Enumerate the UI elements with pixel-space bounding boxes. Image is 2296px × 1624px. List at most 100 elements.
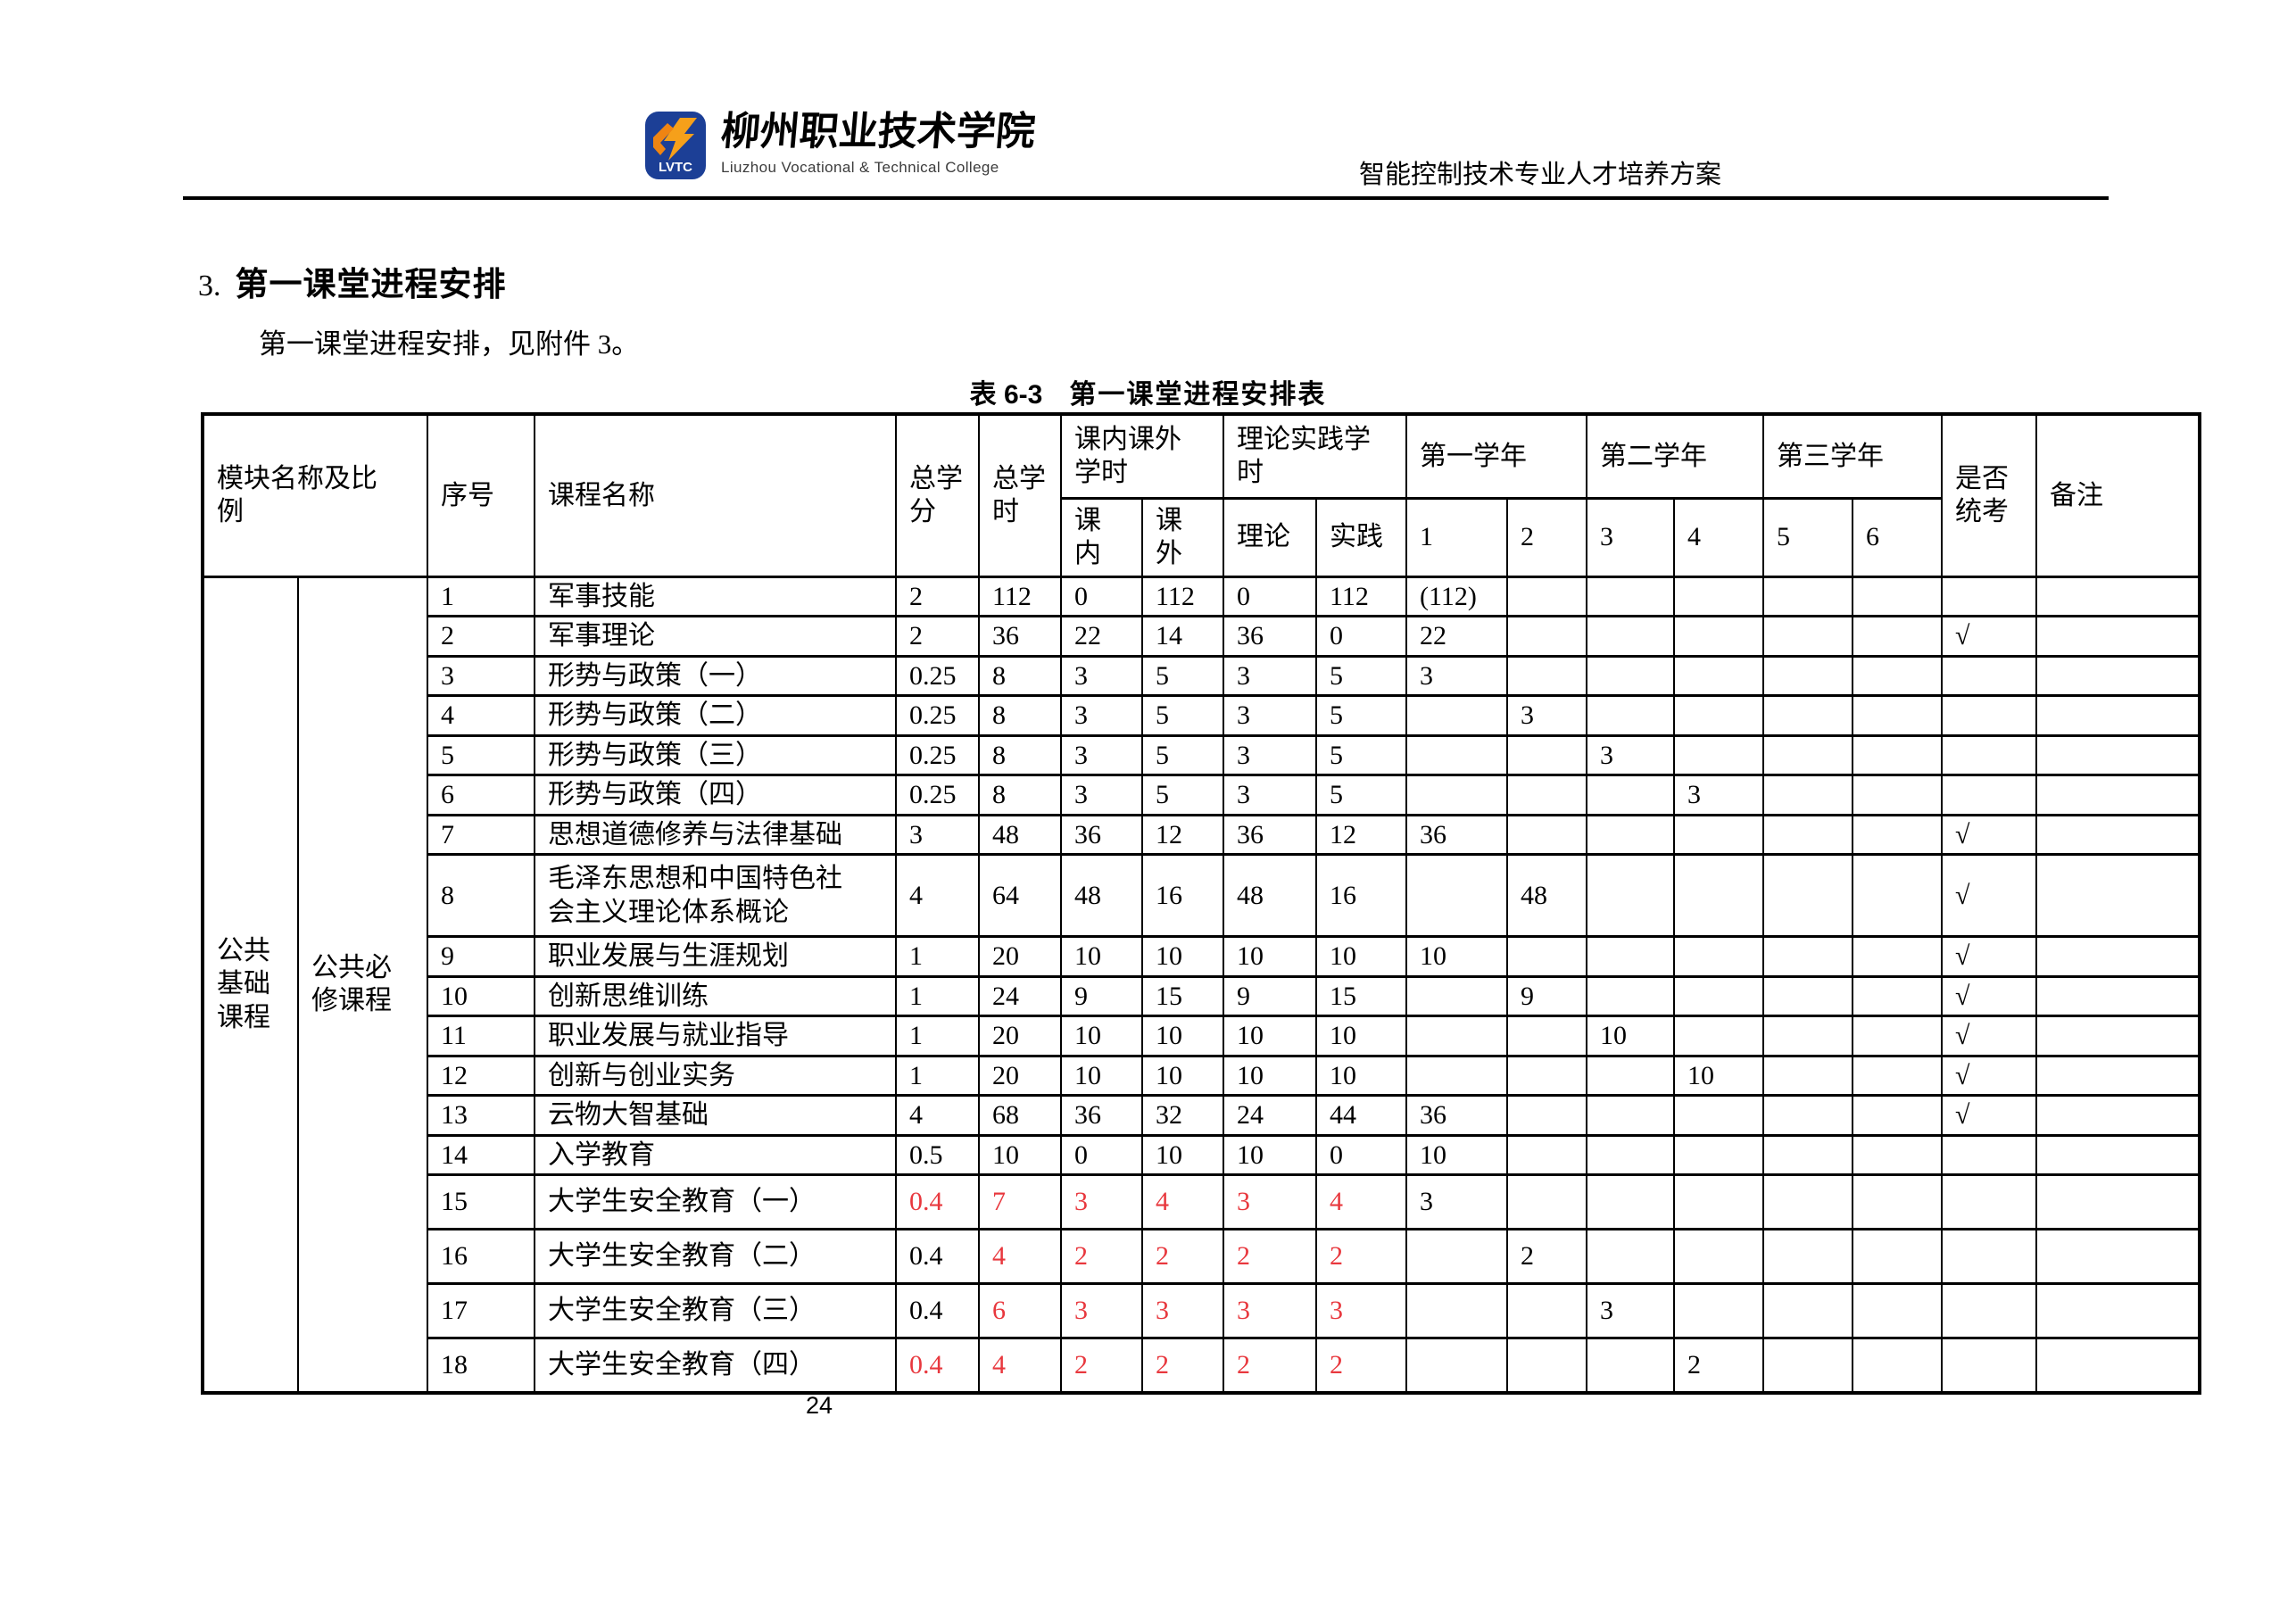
header-row-2: 课内 课外 理论 实践 1 2 3 4 5 6 (203, 496, 2200, 578)
cell-s1: 3 (1405, 654, 1508, 697)
cell-remark (2035, 654, 2201, 697)
table-row: 16 大学生安全教育（二） 0.4 4 2 2 2 2 2 (203, 1228, 2201, 1285)
cell-no: 13 (427, 1094, 535, 1137)
cell-exam: √ (1941, 1015, 2037, 1057)
cell-s4 (1673, 974, 1764, 1017)
cell-theory: 2 (1223, 1228, 1317, 1285)
cell-s1 (1405, 1054, 1508, 1097)
cell-remark (2035, 774, 2201, 816)
cell-s4 (1673, 1228, 1764, 1285)
cell-name: 大学生安全教育（三） (534, 1282, 897, 1339)
cell-no: 15 (427, 1173, 535, 1230)
cell-hours: 6 (978, 1282, 1062, 1339)
cell-s3: 3 (1586, 1282, 1675, 1339)
cell-exam (1941, 733, 2037, 776)
col-header-exam-label: 是否统考 (1955, 463, 2009, 527)
cell-exam (1941, 654, 2037, 697)
cell-in-class: 2 (1060, 1228, 1143, 1285)
table-row: 3 形势与政策（一） 0.25 8 3 5 3 5 3 (203, 654, 2201, 697)
cell-theory: 3 (1223, 654, 1317, 697)
cell-s3 (1586, 1094, 1675, 1137)
cell-s4 (1673, 1173, 1764, 1230)
section-number: 3. (198, 269, 221, 302)
table-caption-label: 表 6-3 (969, 380, 1043, 410)
cell-credits: 0.25 (895, 733, 980, 776)
col-header-in-class-label: 课内 (1074, 505, 1101, 569)
cell-credits: 0.4 (895, 1173, 980, 1230)
cell-s6 (1852, 1337, 1943, 1394)
cell-s2 (1506, 1282, 1587, 1339)
cell-s4 (1673, 615, 1764, 658)
cell-s2 (1506, 774, 1587, 816)
cell-s5 (1762, 1282, 1853, 1339)
cell-no: 2 (427, 615, 535, 658)
cell-s6 (1852, 853, 1943, 938)
cell-out-class: 2 (1141, 1337, 1224, 1394)
cell-theory: 0 (1223, 575, 1317, 617)
course-name-label: 创新与创业实务 (548, 1060, 735, 1090)
cell-s4 (1673, 813, 1764, 856)
cell-name: 形势与政策（二） (534, 694, 897, 737)
cell-exam (1941, 1173, 2037, 1230)
cell-remark (2035, 733, 2201, 776)
cell-exam (1941, 1337, 2037, 1394)
cell-s6 (1852, 1228, 1943, 1285)
college-logo-icon: LVTC (645, 112, 706, 179)
cell-in-class: 10 (1060, 935, 1143, 978)
cell-s5 (1762, 1337, 1853, 1394)
cell-s5 (1762, 853, 1853, 938)
cell-s5 (1762, 1173, 1853, 1230)
table-row: 9 职业发展与生涯规划 1 20 10 10 10 10 10 √ (203, 935, 2201, 978)
cell-practice: 5 (1315, 694, 1407, 737)
table-row: 11 职业发展与就业指导 1 20 10 10 10 10 10 √ (203, 1015, 2201, 1057)
cell-out-class: 10 (1141, 1054, 1224, 1097)
cell-s2 (1506, 1094, 1587, 1137)
cell-out-class: 10 (1141, 1015, 1224, 1057)
module-subgroup-cell: 公共必修课程 (297, 575, 428, 1394)
table-row: 公共基础课程 公共必修课程 1 军事技能 2 112 0 112 0 112 (112) (202, 575, 2201, 1394)
cell-exam: √ (1941, 1094, 2037, 1137)
course-name-label: 形势与政策（三） (548, 740, 762, 770)
col-header-inout-label: 课内课外学时 (1074, 424, 1181, 488)
module-group-cell: 公共基础课程 (202, 575, 299, 1394)
cell-s6 (1852, 1133, 1943, 1176)
cell-theory: 3 (1223, 1282, 1317, 1339)
cell-practice: 44 (1315, 1094, 1407, 1137)
col-header-out-class: 课外 (1141, 496, 1224, 578)
cell-s1: 22 (1405, 615, 1508, 658)
col-header-hours-label: 总学时 (992, 463, 1046, 527)
cell-out-class: 2 (1141, 1228, 1224, 1285)
col-header-remark: 备注 (2035, 412, 2201, 578)
cell-remark (2035, 1133, 2201, 1176)
cell-no: 8 (427, 853, 535, 938)
course-name-label: 军事技能 (548, 581, 655, 611)
cell-name: 大学生安全教育（二） (534, 1228, 897, 1285)
cell-no: 1 (427, 575, 535, 617)
col-header-year1: 第一学年 (1405, 412, 1587, 500)
page-number: 24 (806, 1392, 833, 1419)
cell-practice: 112 (1315, 575, 1407, 617)
cell-s6 (1852, 615, 1943, 658)
col-header-no: 序号 (427, 412, 535, 578)
cell-practice: 5 (1315, 733, 1407, 776)
cell-credits: 1 (895, 1015, 980, 1057)
col-header-sem1: 1 (1405, 496, 1508, 578)
course-name-label: 形势与政策（四） (548, 780, 762, 809)
cell-credits: 0.25 (895, 774, 980, 816)
cell-credits: 3 (895, 813, 980, 856)
cell-name: 军事技能 (534, 575, 897, 617)
col-header-sem5: 5 (1762, 496, 1853, 578)
cell-s5 (1762, 1054, 1853, 1097)
cell-no: 3 (427, 654, 535, 697)
cell-out-class: 5 (1141, 774, 1224, 816)
cell-practice: 2 (1315, 1228, 1407, 1285)
cell-in-class: 3 (1060, 1173, 1143, 1230)
cell-hours: 7 (978, 1173, 1062, 1230)
col-header-exam: 是否统考 (1941, 412, 2037, 578)
cell-no: 14 (427, 1133, 535, 1176)
cell-s1: 10 (1405, 935, 1508, 978)
cell-practice: 12 (1315, 813, 1407, 856)
cell-no: 17 (427, 1282, 535, 1339)
cell-in-class: 36 (1060, 813, 1143, 856)
